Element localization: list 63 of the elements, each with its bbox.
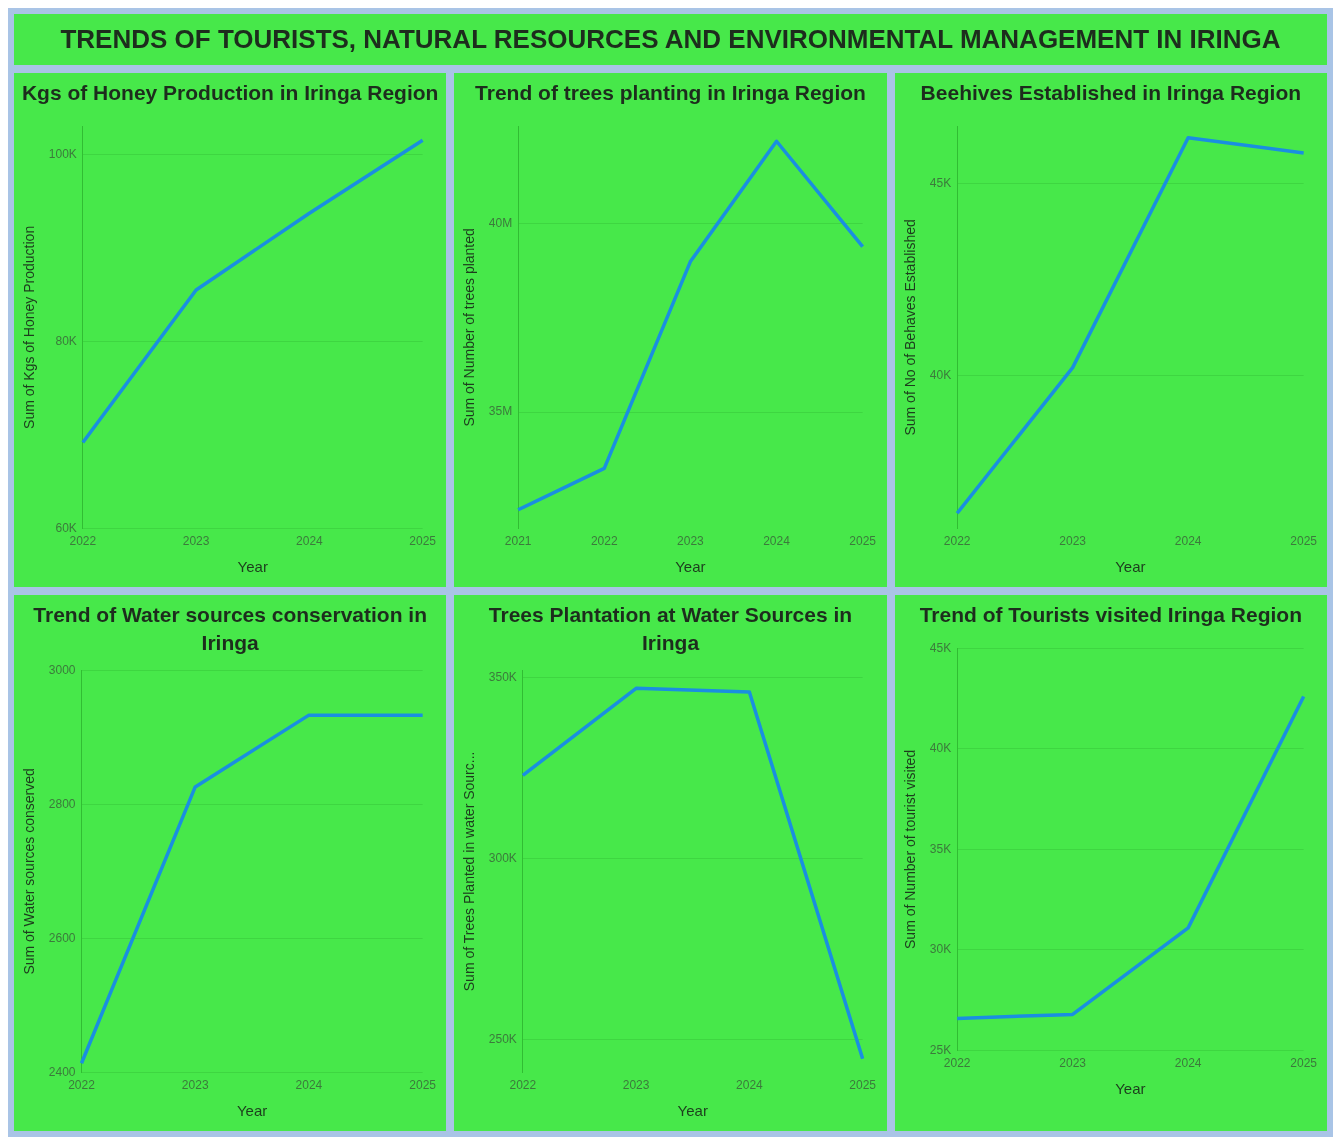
text: TRENDS OF TOURISTS, NATURAL RESOURCES AND ENVIRONMENTAL MANAGEMENT IN IRINGA: [14, 14, 1327, 65]
y-axis-title: Sum of Kgs of Honey Production: [21, 225, 38, 429]
y-tick-label: 25K: [929, 1042, 951, 1057]
y-tick-label: 40K: [929, 741, 951, 756]
y-tick-label: 2600: [48, 930, 76, 945]
x-tick-label: 2024: [736, 1078, 764, 1093]
x-tick-label: 2024: [763, 534, 791, 549]
x-axis-title: Year: [1114, 558, 1146, 576]
y-axis-title: Sum of Number of trees planted: [461, 228, 478, 427]
x-tick-label: 2023: [623, 1078, 651, 1093]
y-tick-label: 40M: [489, 216, 513, 231]
chart-title: Trend of Tourists visited Iringa Region: [918, 602, 1303, 628]
y-tick-label: 60K: [55, 520, 77, 535]
x-axis-title: Year: [1114, 1080, 1146, 1098]
chart-title: Trend of Water sources conservation in Iringa: [32, 602, 428, 656]
y-axis-title: Sum of No of Behaves Established: [901, 219, 918, 436]
y-tick-label: 100K: [48, 146, 77, 161]
x-axis-title: Year: [677, 1102, 709, 1120]
y-tick-label: 2400: [48, 1064, 76, 1079]
x-axis-title: Year: [675, 558, 706, 576]
chart-title: Kgs of Honey Production in Iringa Region: [20, 80, 440, 106]
y-tick-label: 45K: [929, 640, 951, 655]
y-tick-label: 3000: [48, 662, 76, 677]
x-tick-label: 2022: [509, 1078, 537, 1093]
x-tick-label: 2023: [181, 1078, 209, 1093]
y-tick-label: 80K: [55, 333, 77, 348]
x-tick-label: 2025: [1289, 534, 1317, 549]
x-tick-label: 2022: [68, 1078, 96, 1093]
y-tick-label: 40K: [929, 367, 951, 382]
x-tick-label: 2025: [849, 1078, 877, 1093]
y-axis-title: Sum of Water sources conserved: [21, 768, 38, 975]
x-tick-label: 2023: [677, 534, 705, 549]
x-tick-label: 2025: [409, 1078, 437, 1093]
x-tick-label: 2024: [295, 1078, 323, 1093]
y-tick-label: 350K: [489, 669, 518, 684]
y-tick-label: 30K: [929, 942, 951, 957]
x-tick-label: 2025: [409, 534, 437, 549]
chart-title: Beehives Established in Iringa Region: [919, 80, 1303, 106]
y-tick-label: 2800: [48, 796, 76, 811]
x-axis-title: Year: [237, 558, 268, 576]
y-axis-title: Sum of Number of tourist visited: [901, 749, 918, 949]
y-axis-title: Sum of Trees Planted in water Sourc...: [461, 751, 478, 992]
x-tick-label: 2023: [1058, 1056, 1086, 1071]
y-tick-label: 250K: [489, 1032, 518, 1047]
x-tick-label: 2022: [591, 534, 619, 549]
x-tick-label: 2024: [1174, 1056, 1202, 1071]
x-tick-label: 2024: [1174, 534, 1202, 549]
x-tick-label: 2022: [943, 1056, 971, 1071]
chart-title: Trees Plantation at Water Sources in Iringa: [487, 602, 854, 656]
x-tick-label: 2025: [849, 534, 877, 549]
x-tick-label: 2023: [1058, 534, 1086, 549]
y-tick-label: 45K: [929, 176, 951, 190]
x-axis-title: Year: [236, 1102, 268, 1120]
y-tick-label: 300K: [489, 851, 518, 866]
x-tick-label: 2023: [182, 534, 210, 549]
x-tick-label: 2021: [505, 534, 533, 549]
chart-title: Trend of trees planting in Iringa Region: [474, 80, 867, 106]
x-tick-label: 2022: [69, 534, 97, 549]
x-tick-label: 2024: [296, 534, 324, 549]
x-tick-label: 2022: [943, 534, 971, 549]
x-tick-label: 2025: [1289, 1056, 1317, 1071]
y-tick-label: 35K: [929, 841, 951, 856]
y-tick-label: 35M: [489, 404, 513, 419]
